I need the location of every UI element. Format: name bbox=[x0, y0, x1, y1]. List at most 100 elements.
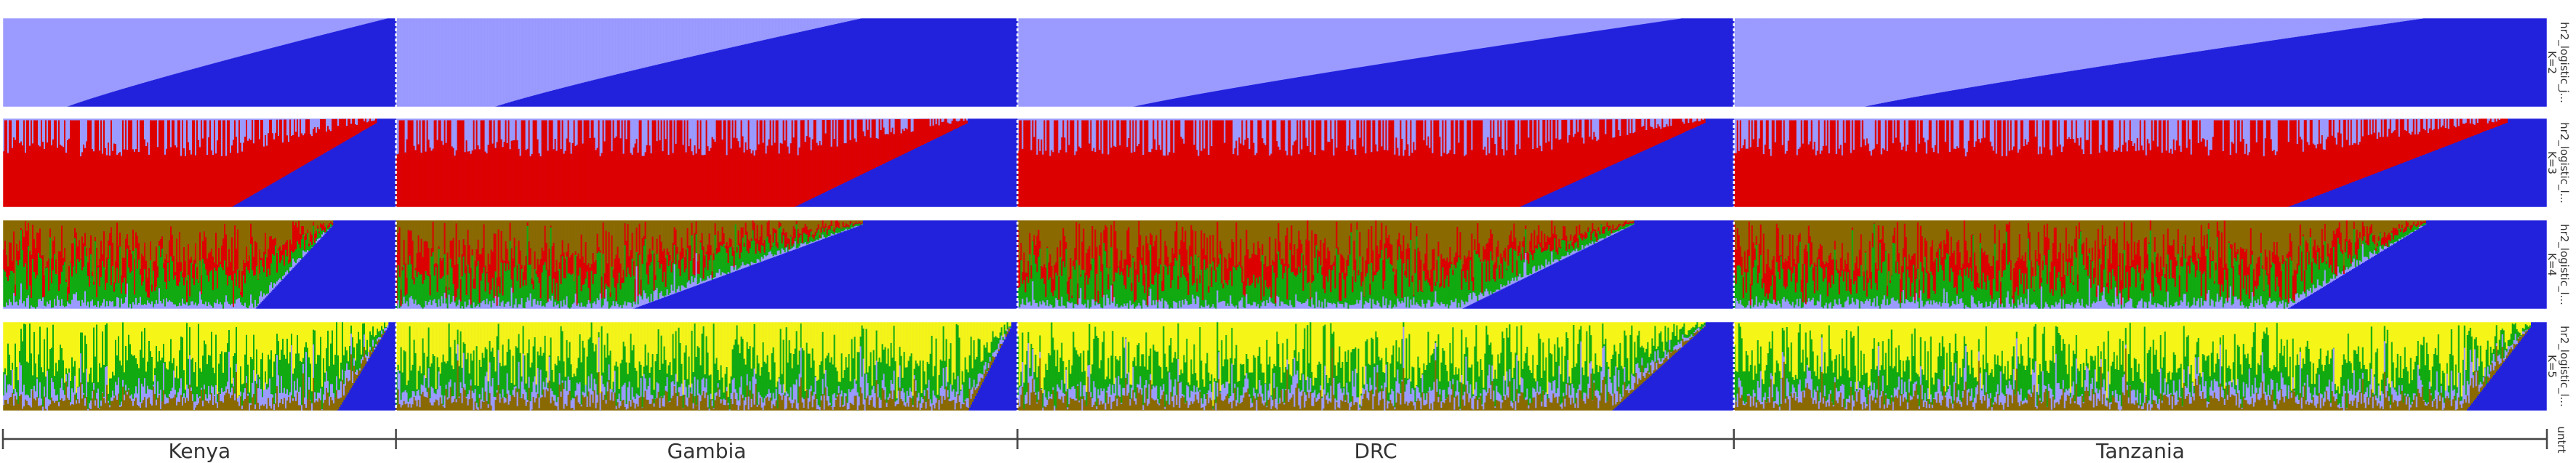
admix-bar-kenya bbox=[342, 18, 344, 30]
admix-bar-drc bbox=[1122, 18, 1124, 107]
admix-segment-light_blue bbox=[2127, 118, 2130, 141]
admix-bar-tanzania bbox=[2404, 18, 2407, 22]
admix-segment-red bbox=[1110, 148, 1112, 207]
admix-segment-light_blue bbox=[1851, 118, 1854, 121]
admix-segment-red bbox=[1445, 120, 1447, 207]
admix-bar-drc bbox=[1368, 18, 1370, 66]
admix-bar-gambia bbox=[560, 18, 562, 89]
admix-segment-green bbox=[4, 271, 7, 307]
admix-bar-drc bbox=[1250, 18, 1252, 85]
admix-bar-kenya bbox=[159, 18, 161, 78]
admix-bar-gambia bbox=[755, 18, 757, 42]
admix-bar-tanzania bbox=[2011, 18, 2014, 81]
admix-segment-light_blue bbox=[1408, 118, 1411, 156]
admix-bar-gambia bbox=[500, 18, 502, 105]
admix-segment-light_blue bbox=[1541, 118, 1543, 152]
admix-segment-red bbox=[2266, 120, 2268, 207]
admix-segment-light_blue bbox=[1930, 118, 1933, 121]
admix-segment-light_blue bbox=[1104, 118, 1107, 121]
admix-segment-red bbox=[553, 149, 555, 207]
admix-segment-red bbox=[872, 119, 875, 169]
admix-segment-light_blue bbox=[766, 118, 769, 146]
admix-bar-tanzania bbox=[1966, 18, 1969, 88]
admix-bar-gambia bbox=[544, 18, 546, 93]
admix-segment-light_blue bbox=[1240, 118, 1242, 144]
admix-segment-light_blue bbox=[1484, 118, 1486, 147]
admix-segment-light_blue bbox=[660, 118, 662, 121]
admix-segment-light_blue bbox=[1245, 118, 1248, 121]
admix-bar-kenya bbox=[119, 18, 121, 90]
admix-bar-drc bbox=[1366, 18, 1368, 66]
admix-bar-tanzania bbox=[1973, 18, 1976, 87]
admix-segment-light_blue bbox=[1026, 118, 1028, 121]
admix-segment-light_blue bbox=[412, 118, 414, 121]
admix-bar-gambia bbox=[832, 18, 834, 25]
admix-segment-red bbox=[451, 146, 453, 207]
admix-segment-light_blue bbox=[2289, 118, 2292, 121]
admix-bar-drc bbox=[1141, 18, 1143, 105]
admix-bar-drc bbox=[1094, 18, 1096, 107]
admix-segment-red bbox=[19, 143, 21, 207]
admix-bar-gambia bbox=[458, 18, 460, 107]
admix-bar-tanzania bbox=[2226, 18, 2229, 47]
admix-segment-red bbox=[1760, 120, 1762, 207]
admix-bar-tanzania bbox=[1935, 18, 1938, 94]
admix-bar-tanzania bbox=[2156, 18, 2159, 58]
admix-segment-red bbox=[698, 148, 700, 207]
admix-segment-red bbox=[41, 255, 43, 259]
admix-segment-red bbox=[9, 242, 11, 275]
admix-bar-drc bbox=[1533, 18, 1536, 41]
admix-segment-red bbox=[2263, 156, 2266, 207]
admix-segment-red bbox=[1397, 148, 1399, 207]
admix-segment-red bbox=[6, 255, 8, 278]
admix-segment-light_blue bbox=[2223, 118, 2226, 121]
admix-bar-gambia bbox=[859, 18, 862, 19]
admix-segment-light_blue bbox=[1688, 118, 1690, 124]
admix-segment-light_blue bbox=[1615, 118, 1617, 120]
admix-segment-light_blue bbox=[842, 118, 844, 120]
admix-segment-light_blue bbox=[784, 118, 786, 141]
admix-segment-light_blue bbox=[2075, 118, 2078, 121]
admix-segment-red bbox=[308, 119, 310, 163]
admix-bar-tanzania bbox=[2207, 18, 2210, 50]
admix-segment-red bbox=[1886, 151, 1889, 207]
admix-bar-drc bbox=[1629, 18, 1632, 26]
admix-bar-tanzania bbox=[1982, 18, 1985, 86]
admix-segment-red bbox=[1219, 120, 1221, 207]
admix-bar-tanzania bbox=[1957, 18, 1960, 89]
admix-segment-red bbox=[1471, 150, 1473, 207]
admix-bar-tanzania bbox=[1912, 18, 1915, 97]
admix-bar-tanzania bbox=[2306, 18, 2309, 36]
admix-bar-tanzania bbox=[1899, 18, 1902, 100]
admix-bar-gambia bbox=[630, 18, 632, 71]
admix-bar-tanzania bbox=[2190, 18, 2193, 53]
admix-segment-light_blue bbox=[2300, 118, 2303, 140]
admix-segment-light_blue bbox=[336, 118, 338, 119]
admix-bar-kenya bbox=[173, 18, 175, 75]
admix-bar-tanzania bbox=[2122, 18, 2124, 63]
admix-bar-gambia bbox=[464, 18, 466, 107]
admix-segment-green bbox=[51, 283, 53, 308]
admix-segment-light_blue bbox=[484, 118, 486, 152]
admix-segment-red bbox=[6, 120, 8, 207]
admix-bar-kenya bbox=[141, 18, 143, 84]
admix-segment-light_blue bbox=[2034, 118, 2037, 137]
admix-bar-gambia bbox=[605, 18, 607, 77]
admix-bar-gambia bbox=[396, 18, 398, 107]
admix-segment-light_blue bbox=[1350, 118, 1352, 150]
admix-segment-red bbox=[2439, 118, 2441, 149]
admix-segment-red bbox=[731, 120, 734, 207]
admix-segment-light_blue bbox=[1296, 118, 1299, 121]
admix-bar-gambia bbox=[672, 18, 674, 61]
admix-segment-red bbox=[1478, 120, 1480, 207]
admix-bar-drc bbox=[1054, 18, 1056, 107]
admix-bar-drc bbox=[1181, 18, 1184, 97]
admix-bar-drc bbox=[1078, 18, 1080, 107]
admix-segment-light_blue bbox=[1325, 118, 1328, 121]
admix-segment-light_blue bbox=[1530, 118, 1533, 121]
admix-segment-light_blue bbox=[1970, 118, 1973, 121]
admix-segment-light_blue bbox=[214, 118, 216, 121]
admix-segment-red bbox=[270, 119, 273, 185]
admix-segment-light_blue bbox=[1384, 118, 1386, 150]
admix-segment-light_blue bbox=[736, 118, 738, 139]
